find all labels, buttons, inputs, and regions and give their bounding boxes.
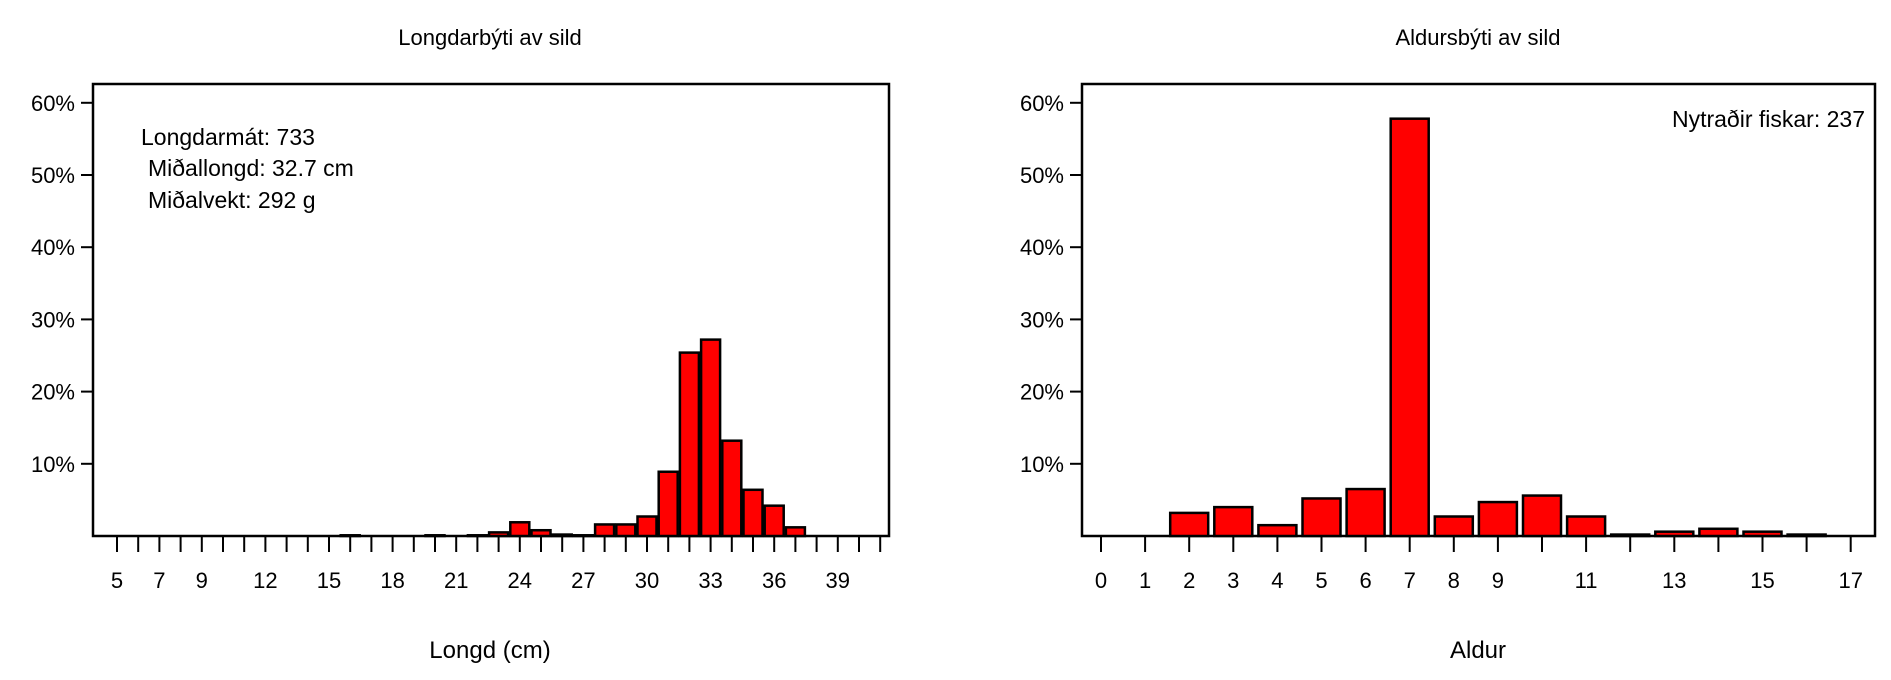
y-tick-label: 40% xyxy=(31,235,75,260)
x-tick-label: 36 xyxy=(762,568,786,593)
bar xyxy=(509,521,531,538)
length-bars xyxy=(339,338,807,538)
length-chart-xlabel: Longd (cm) xyxy=(429,637,550,664)
bar xyxy=(742,488,764,538)
bar xyxy=(593,523,616,538)
x-tick-label: 4 xyxy=(1271,568,1283,593)
y-tick-label: 20% xyxy=(1020,380,1064,405)
age-bars xyxy=(1168,117,1827,538)
bar xyxy=(699,338,722,538)
x-tick-label: 0 xyxy=(1095,568,1107,593)
bar xyxy=(1654,530,1695,538)
bar xyxy=(339,534,361,538)
bar xyxy=(1742,530,1783,538)
length-annotation-count: Longdarmát: 733 xyxy=(141,124,315,150)
y-tick-label: 50% xyxy=(31,163,75,188)
bar xyxy=(530,528,552,538)
x-tick-label: 24 xyxy=(508,568,532,593)
bar xyxy=(784,526,807,538)
bar xyxy=(487,531,510,538)
age-chart-xlabel: Aldur xyxy=(1450,637,1506,664)
x-tick-label: 13 xyxy=(1662,568,1686,593)
bar xyxy=(1609,533,1651,538)
y-tick-label: 50% xyxy=(1020,163,1064,188)
length-chart-title: Longdarbýti av sild xyxy=(398,25,581,50)
length-annotation-mean-length: Miðallongd: 32.7 cm xyxy=(148,155,354,181)
age-y-axis: 10% 20% 30% 40% 50% 60% xyxy=(1020,91,1082,477)
x-tick-label: 5 xyxy=(111,568,123,593)
x-tick-label: 21 xyxy=(444,568,468,593)
x-tick-label: 39 xyxy=(826,568,850,593)
bar xyxy=(1345,487,1386,538)
bar xyxy=(1433,515,1475,538)
age-chart-frame xyxy=(1080,82,1877,538)
x-tick-label: 3 xyxy=(1227,568,1239,593)
x-tick-label: 7 xyxy=(1404,568,1416,593)
y-tick-label: 30% xyxy=(1020,307,1064,332)
bar xyxy=(1389,117,1430,538)
bar xyxy=(657,470,679,538)
bar xyxy=(1521,494,1563,538)
y-tick-label: 40% xyxy=(1020,235,1064,260)
bar xyxy=(763,504,785,538)
y-tick-label: 60% xyxy=(1020,91,1064,116)
x-tick-label: 17 xyxy=(1838,568,1862,593)
x-tick-label: 8 xyxy=(1448,568,1460,593)
x-tick-label: 1 xyxy=(1139,568,1151,593)
age-chart-title: Aldursbýti av sild xyxy=(1395,25,1560,50)
age-chart: Aldursbýti av sild 10% 20% 30% 40% 50% 60% 0 1… xyxy=(1020,25,1877,664)
bar xyxy=(636,515,658,538)
x-tick-label: 12 xyxy=(253,568,277,593)
bar xyxy=(424,534,446,538)
age-annotation-sample-count: Nytraðir fiskar: 237 xyxy=(1672,106,1865,132)
x-tick-label: 15 xyxy=(317,568,341,593)
length-chart-frame xyxy=(91,82,891,538)
x-tick-label: 30 xyxy=(635,568,659,593)
x-tick-label: 33 xyxy=(698,568,722,593)
x-tick-label: 9 xyxy=(196,568,208,593)
bar xyxy=(1213,505,1254,538)
x-tick-label: 18 xyxy=(380,568,404,593)
bar xyxy=(721,439,743,538)
y-tick-label: 30% xyxy=(31,307,75,332)
bar xyxy=(1477,500,1519,538)
bar xyxy=(678,351,701,538)
y-tick-label: 10% xyxy=(1020,452,1064,477)
x-tick-label: 2 xyxy=(1183,568,1195,593)
bar xyxy=(1565,515,1607,538)
x-tick-label: 27 xyxy=(571,568,595,593)
x-tick-label: 15 xyxy=(1750,568,1774,593)
y-tick-label: 10% xyxy=(31,452,75,477)
length-annotation-mean-weight: Miðalvekt: 292 g xyxy=(148,187,315,213)
bar xyxy=(1301,497,1342,538)
age-x-axis: 0 1 2 3 4 5 6 7 8 9 11 13 15 17 xyxy=(1095,536,1863,593)
bar xyxy=(551,533,573,538)
bar xyxy=(615,523,637,538)
bar xyxy=(1168,511,1210,538)
bar xyxy=(1257,523,1298,538)
bar xyxy=(572,534,595,538)
y-tick-label: 60% xyxy=(31,91,75,116)
length-x-axis: 5 7 9 12 15 18 21 24 27 30 33 36 39 xyxy=(111,536,882,593)
bar xyxy=(1786,533,1827,538)
x-tick-label: 6 xyxy=(1359,568,1371,593)
x-tick-label: 11 xyxy=(1575,568,1598,593)
x-tick-label: 5 xyxy=(1315,568,1327,593)
bar xyxy=(1698,527,1739,538)
length-chart: Longdarbýti av sild 10% 20% 30% 40% 50% 60% 5… xyxy=(31,25,891,664)
x-tick-label: 7 xyxy=(153,568,165,593)
length-y-axis: 10% 20% 30% 40% 50% 60% xyxy=(31,91,93,477)
bar xyxy=(466,534,489,538)
y-tick-label: 20% xyxy=(31,380,75,405)
x-tick-label: 9 xyxy=(1492,568,1504,593)
